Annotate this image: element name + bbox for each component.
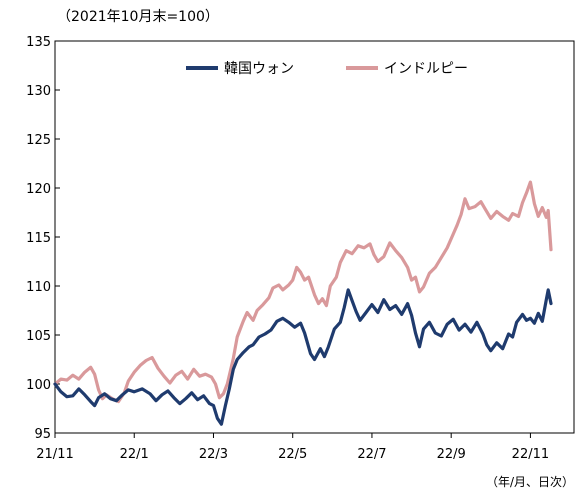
y-tick-label: 95 (34, 427, 51, 442)
series-line-0 (53, 288, 553, 426)
y-tick-label: 115 (26, 231, 51, 246)
legend-label-1: インドルピー (384, 61, 468, 77)
y-tick-label: 120 (26, 182, 51, 197)
x-tick-label: 22/5 (278, 447, 307, 462)
y-tick-label: 110 (26, 280, 51, 295)
y-tick-label: 125 (26, 133, 51, 148)
x-tick-label: 22/11 (512, 447, 549, 462)
x-tick-label: 22/3 (199, 447, 228, 462)
x-tick-label: 22/1 (120, 447, 149, 462)
y-tick-label: 130 (26, 84, 51, 99)
unit-note: （2021年10月末=100） (57, 9, 219, 25)
x-tick-label: 22/7 (357, 447, 386, 462)
x-unit-note: （年/月、日次） (486, 475, 574, 489)
y-tick-label: 100 (26, 378, 51, 393)
legend: 韓国ウォン インドルピー (186, 61, 468, 77)
y-axis: 95 100 105 110 115 120 125 130 135 (26, 35, 60, 442)
legend-label-0: 韓国ウォン (224, 61, 294, 77)
series-line-1 (53, 180, 553, 404)
y-tick-label: 105 (26, 329, 51, 344)
series-lines (53, 180, 553, 426)
y-tick-label: 135 (26, 35, 51, 50)
x-axis: 21/11 22/1 22/3 22/5 22/7 22/9 22/11 (36, 433, 549, 462)
x-tick-label: 22/9 (437, 447, 466, 462)
x-tick-label: 21/11 (36, 447, 73, 462)
